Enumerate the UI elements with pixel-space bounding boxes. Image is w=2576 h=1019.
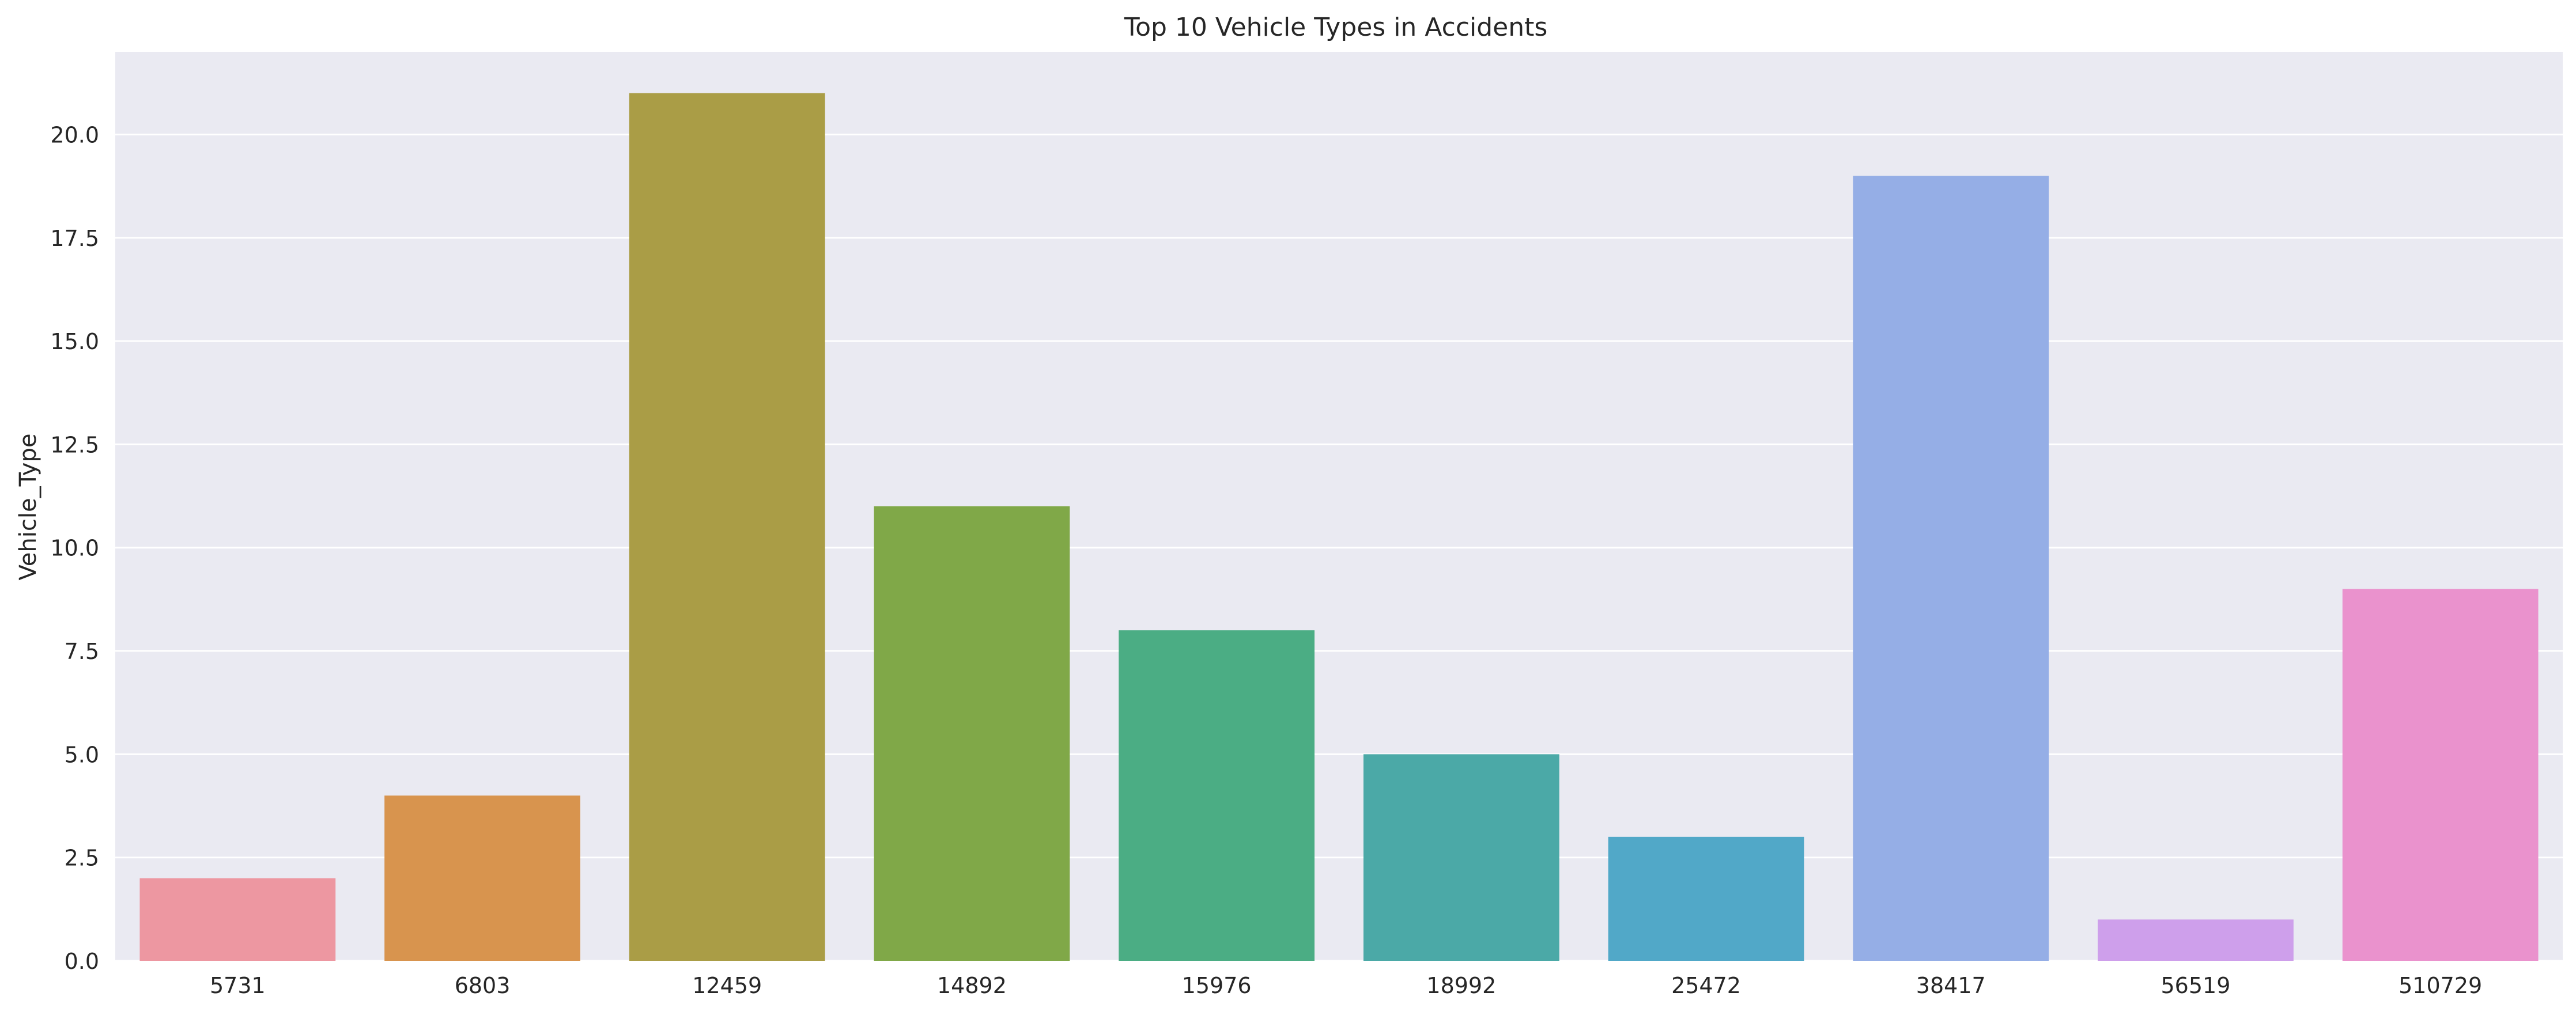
- y-tick-label: 7.5: [65, 639, 99, 664]
- bar: [1363, 754, 1559, 961]
- x-tick-label: 56519: [2161, 973, 2231, 998]
- y-tick-label: 12.5: [50, 432, 99, 457]
- x-tick-label: 6803: [455, 973, 511, 998]
- plot-area: 0.0 2.5 5.0 7.5 10.0 12.5 15.0 17.5 20.0 5731 6803…: [50, 52, 2563, 998]
- bar: [1119, 630, 1315, 961]
- bar: [2098, 919, 2294, 961]
- x-tick-label: 14892: [937, 973, 1007, 998]
- x-tick-label: 18992: [1426, 973, 1496, 998]
- bar: [874, 506, 1070, 961]
- x-tick-label: 38417: [1916, 973, 1986, 998]
- y-axis-label: Vehicle_Type: [15, 434, 41, 581]
- y-tick-label: 20.0: [50, 122, 99, 147]
- bar: [1608, 836, 1804, 961]
- x-tick-label: 15976: [1182, 973, 1252, 998]
- chart-title: Top 10 Vehicle Types in Accidents: [1124, 13, 1548, 42]
- x-tick-label: 25472: [1671, 973, 1741, 998]
- bar: [2342, 589, 2539, 961]
- y-tick-label: 2.5: [65, 846, 99, 871]
- y-tick-label: 0.0: [65, 949, 99, 974]
- y-tick-label: 5.0: [65, 742, 99, 767]
- bar: [1853, 176, 2049, 961]
- bar: [384, 795, 580, 961]
- x-tick-label: 510729: [2399, 973, 2482, 998]
- y-tick-label: 15.0: [50, 329, 99, 354]
- y-tick-label: 10.0: [50, 536, 99, 561]
- x-tick-label: 12459: [692, 973, 762, 998]
- y-tick-label: 17.5: [50, 226, 99, 251]
- bar: [629, 93, 825, 961]
- bar: [139, 878, 336, 961]
- x-tick-label: 5731: [210, 973, 266, 998]
